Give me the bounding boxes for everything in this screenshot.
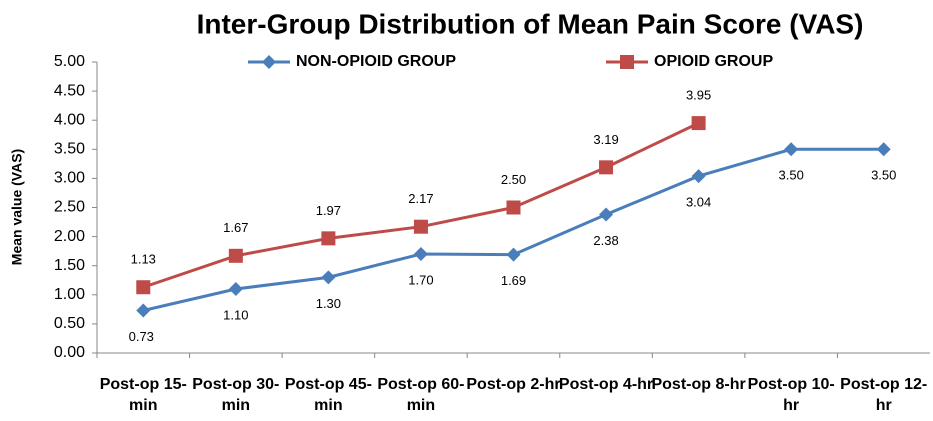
y-tick-label: 3.50 — [54, 141, 85, 158]
x-tick-label: Post-op 8-hr — [651, 376, 746, 393]
data-label: 2.17 — [408, 191, 433, 206]
x-tick-label: Post-op 12-hr — [840, 376, 928, 414]
x-tick-label: Post-op 2-hr — [466, 376, 561, 393]
y-tick-label: 4.00 — [54, 111, 85, 128]
marker — [620, 55, 634, 69]
y-tick-label: 1.50 — [54, 257, 85, 274]
data-label: 2.38 — [593, 233, 618, 248]
y-tick-label: 5.00 — [54, 53, 85, 70]
data-label: 3.50 — [779, 168, 804, 183]
data-label: 1.97 — [316, 203, 341, 218]
marker — [691, 116, 706, 131]
x-tick-label: Post-op 45-min — [284, 376, 372, 414]
data-label: 3.50 — [871, 168, 896, 183]
marker — [321, 270, 336, 285]
y-tick-label: 0.50 — [54, 315, 85, 332]
y-axis-label: Mean value (VAS) — [9, 149, 25, 265]
y-tick-label: 4.50 — [54, 82, 85, 99]
marker — [506, 200, 521, 215]
marker — [262, 55, 276, 69]
data-label: 2.50 — [501, 172, 526, 187]
legend-label: OPIOID GROUP — [654, 53, 773, 70]
legend-label: NON-OPIOID GROUP — [296, 53, 456, 70]
y-tick-label: 1.00 — [54, 286, 85, 303]
data-label: 1.13 — [131, 252, 156, 267]
data-label: 1.30 — [316, 296, 341, 311]
data-label: 3.04 — [686, 195, 711, 210]
x-tick-label: Post-op 10-hr — [747, 376, 835, 414]
data-label: 1.69 — [501, 273, 526, 288]
y-tick-label: 3.00 — [54, 170, 85, 187]
x-tick-label: Post-op 60-min — [377, 376, 465, 414]
marker — [136, 303, 151, 318]
marker — [506, 247, 521, 262]
marker — [136, 280, 151, 295]
x-tick-label: Post-op 4-hr — [558, 376, 654, 393]
data-label: 0.73 — [129, 329, 154, 344]
data-label: 1.67 — [223, 220, 248, 235]
marker — [599, 207, 614, 222]
marker — [413, 247, 428, 262]
marker — [876, 142, 891, 157]
marker — [228, 248, 243, 263]
y-tick-label: 0.00 — [54, 344, 85, 361]
marker — [691, 169, 706, 184]
marker — [228, 281, 243, 296]
marker — [599, 160, 614, 175]
chart-title: Inter-Group Distribution of Mean Pain Sc… — [197, 8, 864, 39]
data-label: 1.70 — [408, 272, 433, 287]
data-label: 3.19 — [593, 132, 618, 147]
marker — [321, 231, 336, 246]
data-label: 1.10 — [223, 307, 248, 322]
y-tick-label: 2.50 — [54, 199, 85, 216]
x-tick-label: Post-op 30-min — [192, 376, 280, 414]
y-tick-label: 2.00 — [54, 228, 85, 245]
x-tick-label: Post-op 15-min — [99, 376, 187, 414]
marker — [784, 142, 799, 157]
marker — [413, 219, 428, 234]
data-label: 3.95 — [686, 88, 711, 103]
